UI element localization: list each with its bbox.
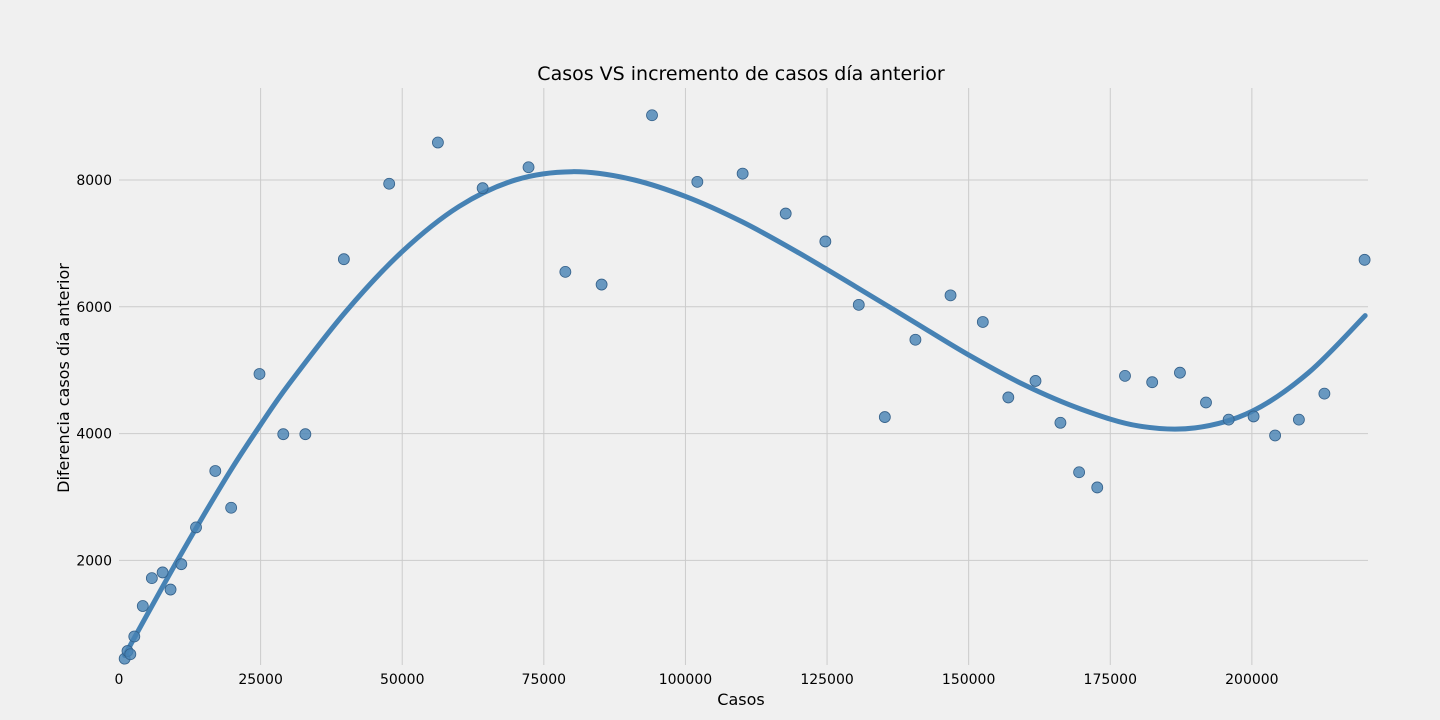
x-tick-label: 125000 (800, 672, 853, 688)
data-point (128, 630, 141, 643)
data-point (1073, 466, 1086, 479)
data-point (209, 465, 222, 477)
data-point (646, 109, 658, 122)
x-tick-label: 75000 (522, 672, 567, 688)
data-point (1091, 481, 1104, 494)
data-point (1292, 413, 1305, 426)
data-point (522, 161, 535, 174)
y-tick-label: 2000 (76, 553, 112, 569)
data-point (1146, 376, 1159, 389)
data-point (476, 182, 489, 195)
data-point (277, 428, 290, 441)
data-point (164, 583, 177, 596)
fit-line-layer (122, 169, 1368, 658)
x-tick-label: 0 (115, 672, 124, 688)
data-point (559, 265, 572, 278)
data-point (1269, 429, 1282, 442)
fit-line (122, 169, 1368, 658)
data-point (736, 167, 749, 180)
data-point (1247, 410, 1260, 423)
data-point (1002, 391, 1015, 404)
x-tick-label: 200000 (1225, 672, 1278, 688)
data-point (253, 368, 266, 380)
data-point (225, 501, 238, 514)
data-point (136, 600, 149, 612)
scatter-points (118, 109, 1371, 665)
data-point (1200, 396, 1212, 409)
y-tick-label: 8000 (76, 173, 112, 189)
data-point (190, 521, 202, 534)
data-point (1358, 253, 1371, 266)
y-axis-label: Diferencia casos día anterior (54, 263, 73, 493)
grid-lines (119, 88, 1368, 665)
data-point (691, 175, 704, 188)
data-point (299, 428, 312, 441)
data-point (878, 411, 891, 423)
data-point (1222, 413, 1235, 426)
data-point (909, 333, 922, 346)
data-point (976, 316, 989, 328)
data-point (1174, 366, 1186, 379)
data-point (595, 278, 608, 291)
x-tick-label: 150000 (942, 672, 995, 688)
y-tick-label: 4000 (76, 427, 112, 443)
x-tick-label: 175000 (1084, 672, 1137, 688)
data-point (124, 648, 137, 661)
data-point (1054, 416, 1067, 429)
data-point (1119, 369, 1131, 382)
data-point (337, 253, 350, 266)
data-point (432, 136, 444, 149)
data-point (1029, 375, 1042, 387)
data-point (852, 298, 865, 311)
data-point (383, 177, 396, 190)
x-tick-label: 100000 (659, 672, 712, 688)
data-point (944, 289, 957, 302)
y-tick-label: 6000 (76, 300, 112, 316)
data-point (156, 566, 169, 579)
data-point (779, 207, 792, 220)
data-point (175, 558, 188, 571)
chart-title: Casos VS incremento de casos día anterio… (537, 63, 945, 85)
data-point (1318, 387, 1331, 400)
x-tick-label: 25000 (238, 672, 283, 688)
x-axis-label: Casos (717, 690, 764, 709)
tick-labels: 0 25000 50000 75000 100000 125000 150000 175000… (76, 173, 1278, 688)
data-point (145, 572, 158, 585)
data-point (819, 235, 832, 248)
x-tick-label: 50000 (380, 672, 425, 688)
